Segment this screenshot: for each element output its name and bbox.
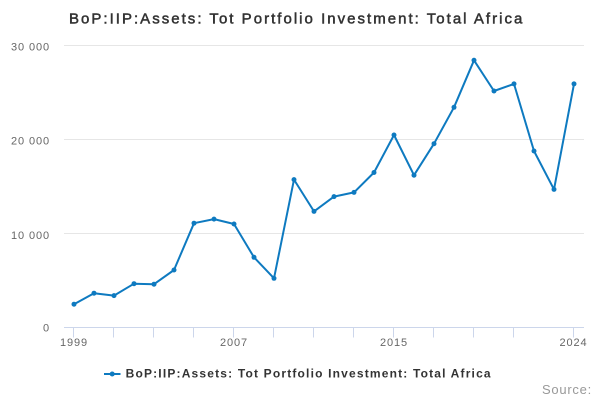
svg-text:Source:: Source: [542, 382, 592, 397]
svg-text:BoP:IIP:Assets: Tot Portfolio: BoP:IIP:Assets: Tot Portfolio Investment… [126, 367, 492, 381]
svg-text:20 000: 20 000 [11, 136, 50, 148]
svg-text:0: 0 [43, 323, 50, 335]
svg-text:30 000: 30 000 [11, 42, 50, 54]
svg-text:10 000: 10 000 [11, 230, 50, 242]
svg-text:2024: 2024 [559, 337, 587, 349]
svg-text:BoP:IIP:Assets: Tot Portfolio: BoP:IIP:Assets: Tot Portfolio Investment… [69, 11, 524, 28]
svg-text:2015: 2015 [380, 337, 408, 349]
svg-text:1999: 1999 [60, 337, 88, 349]
svg-text:2007: 2007 [220, 337, 248, 349]
